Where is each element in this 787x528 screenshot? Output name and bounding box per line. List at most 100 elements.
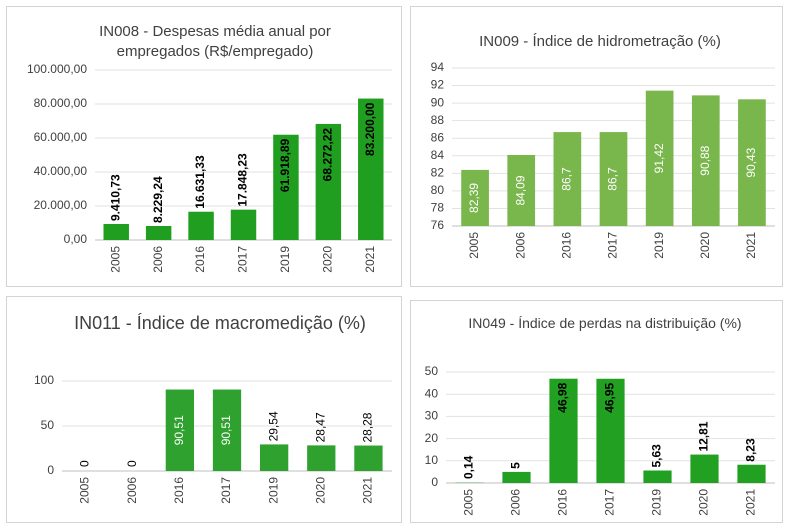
value-label: 28,28 [361, 412, 375, 442]
bar [273, 134, 299, 240]
bar [502, 471, 531, 483]
value-label: 16.631,33 [193, 155, 207, 209]
x-tick-label: 2016 [172, 477, 186, 504]
y-tick-label: 40 [425, 386, 439, 400]
bar [645, 90, 674, 226]
x-tick-label: 2016 [193, 246, 207, 273]
y-tick-label: 0 [47, 463, 54, 477]
value-label: 90,43 [744, 147, 758, 177]
value-label: 5 [509, 462, 523, 469]
value-label: 29,54 [266, 411, 280, 441]
y-tick-label: 20 [425, 431, 439, 445]
value-label: 8,23 [744, 438, 758, 462]
x-tick-label: 2005 [108, 246, 122, 273]
y-tick-label: 60.000,00 [34, 130, 88, 144]
value-label: 61.918,89 [278, 138, 292, 192]
y-tick-label: 86 [431, 130, 445, 144]
bar [103, 224, 129, 240]
value-label: 46,95 [603, 382, 617, 412]
value-label: 84,09 [513, 175, 527, 205]
x-tick-label: 2020 [698, 232, 712, 259]
value-label: 9.410,73 [108, 174, 122, 221]
bar [461, 169, 489, 226]
x-tick-label: 2006 [151, 246, 165, 273]
chart-title: IN008 - Despesas média anual por emprega… [99, 23, 331, 60]
x-tick-label: 2006 [513, 232, 527, 259]
value-label: 46,98 [556, 382, 570, 412]
chart-title: IN011 - Índice de macromedição (%) [74, 313, 366, 333]
x-tick-label: 2016 [556, 489, 570, 516]
bar [188, 211, 214, 240]
x-tick-label: 2006 [125, 477, 139, 504]
x-tick-label: 2016 [560, 232, 574, 259]
x-tick-label: 2017 [603, 489, 617, 516]
value-label: 68.272,22 [321, 128, 335, 182]
bar [358, 98, 384, 240]
y-tick-label: 88 [431, 113, 445, 127]
value-label: 83.200,00 [363, 102, 377, 156]
x-tick-label: 2006 [509, 489, 523, 516]
y-tick-label: 0,00 [64, 232, 88, 246]
y-tick-label: 76 [431, 218, 445, 232]
x-tick-label: 2019 [278, 246, 292, 273]
value-label: 17.848,23 [236, 153, 250, 207]
panel [410, 6, 783, 287]
y-tick-label: 100.000,00 [27, 62, 87, 76]
bar [507, 154, 536, 226]
x-tick-label: 2005 [467, 232, 481, 259]
y-tick-label: 78 [431, 201, 445, 215]
bar [553, 132, 582, 226]
x-tick-label: 2021 [363, 246, 377, 273]
value-label: 86,7 [606, 167, 620, 191]
value-label: 28,47 [313, 412, 327, 442]
value-label: 8.229,24 [151, 176, 165, 223]
x-tick-label: 2021 [744, 489, 758, 516]
value-label: 90,51 [172, 415, 186, 445]
value-label: 0 [125, 460, 139, 467]
y-tick-label: 30 [425, 409, 439, 423]
chart-title: IN049 - Índice de perdas na distribuição… [468, 315, 742, 331]
y-tick-label: 50 [425, 364, 439, 378]
value-label: 90,88 [698, 145, 712, 175]
y-tick-label: 100 [34, 373, 54, 387]
bar [549, 378, 578, 483]
value-label: 5,63 [650, 444, 664, 468]
x-tick-label: 2020 [313, 477, 327, 504]
x-tick-label: 2005 [78, 477, 92, 504]
bar [690, 454, 719, 483]
x-tick-label: 2020 [321, 246, 335, 273]
value-label: 0 [78, 460, 92, 467]
value-label: 90,51 [219, 415, 233, 445]
bar [599, 132, 628, 226]
x-tick-label: 2019 [266, 477, 280, 504]
y-tick-label: 20.000,00 [34, 198, 88, 212]
y-tick-label: 90 [431, 95, 445, 109]
panel [6, 6, 402, 287]
bar [260, 444, 289, 471]
y-tick-label: 80 [431, 183, 445, 197]
x-tick-label: 2021 [744, 232, 758, 259]
y-tick-label: 94 [431, 60, 445, 74]
x-tick-label: 2020 [697, 489, 711, 516]
x-tick-label: 2019 [652, 232, 666, 259]
bar [212, 389, 242, 471]
value-label: 91,42 [652, 143, 666, 173]
value-label: 86,7 [560, 167, 574, 191]
value-label: 0,14 [462, 455, 476, 479]
panel [6, 296, 402, 523]
bar [307, 445, 336, 471]
bar [738, 99, 766, 226]
y-tick-label: 82 [431, 166, 445, 180]
y-tick-label: 92 [431, 78, 445, 92]
x-tick-label: 2017 [236, 246, 250, 273]
panel [410, 300, 783, 523]
y-tick-label: 84 [431, 148, 445, 162]
x-tick-label: 2017 [219, 477, 233, 504]
y-tick-label: 50 [41, 418, 55, 432]
chart-title: IN009 - Índice de hidrometração (%) [479, 33, 721, 50]
bar [596, 378, 625, 483]
bar [691, 95, 720, 227]
bar [315, 123, 342, 240]
